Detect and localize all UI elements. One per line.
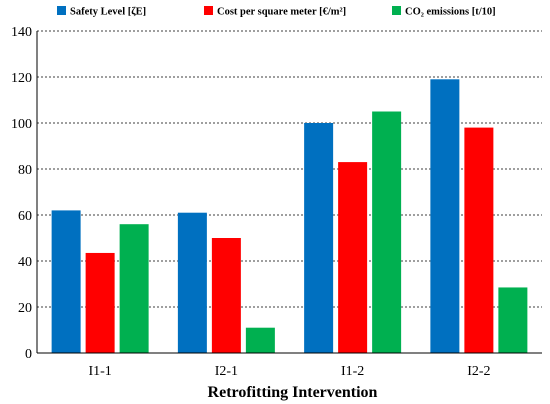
legend-swatch: [57, 6, 66, 15]
bar-I1-1-series-1: [85, 252, 115, 353]
y-tick-labels: 0 20 40 60 80 100 120 140: [11, 25, 32, 362]
y-tick-label: 100: [11, 117, 32, 132]
bar-I2-2-series-2: [498, 287, 528, 353]
y-tick-label: 60: [18, 209, 32, 224]
y-tick-label: 120: [11, 71, 32, 86]
bar-I1-2-series-2: [372, 111, 402, 353]
x-axis-title: Retrofitting Intervention: [208, 384, 378, 401]
y-tick-label: 140: [11, 25, 32, 40]
x-tick-label: I2-2: [467, 364, 490, 379]
legend-label: Cost per square meter [€/m²]: [217, 7, 346, 18]
bar-I2-1-series-0: [177, 212, 207, 353]
legend-label: CO₂ emissions [t/10]: [405, 7, 496, 18]
bar-I2-1-series-2: [245, 327, 275, 353]
axes: [36, 31, 542, 354]
legend-swatch: [204, 6, 213, 15]
legend: Safety Level [ζE] Cost per square meter […: [57, 6, 496, 18]
x-tick-label: I1-1: [88, 364, 111, 379]
bar-I2-2-series-1: [464, 127, 494, 353]
x-tick-label: I2-1: [215, 364, 238, 379]
bar-I1-2-series-1: [338, 162, 368, 353]
x-tick-label: I1-2: [341, 364, 364, 379]
bar-I2-1-series-1: [211, 238, 241, 353]
bar-I2-2-series-0: [430, 79, 460, 354]
bar-I1-1-series-0: [51, 210, 81, 353]
bar-I1-2-series-0: [304, 123, 334, 353]
bars: [51, 79, 528, 354]
x-tick-labels: I1-1 I2-1 I1-2 I2-2: [88, 364, 490, 379]
bar-I1-1-series-2: [119, 224, 149, 353]
legend-swatch: [392, 6, 401, 15]
y-tick-label: 40: [18, 255, 32, 270]
y-tick-label: 0: [25, 347, 32, 362]
legend-label: Safety Level [ζE]: [70, 7, 146, 18]
y-tick-label: 80: [18, 163, 32, 178]
y-tick-label: 20: [18, 301, 32, 316]
